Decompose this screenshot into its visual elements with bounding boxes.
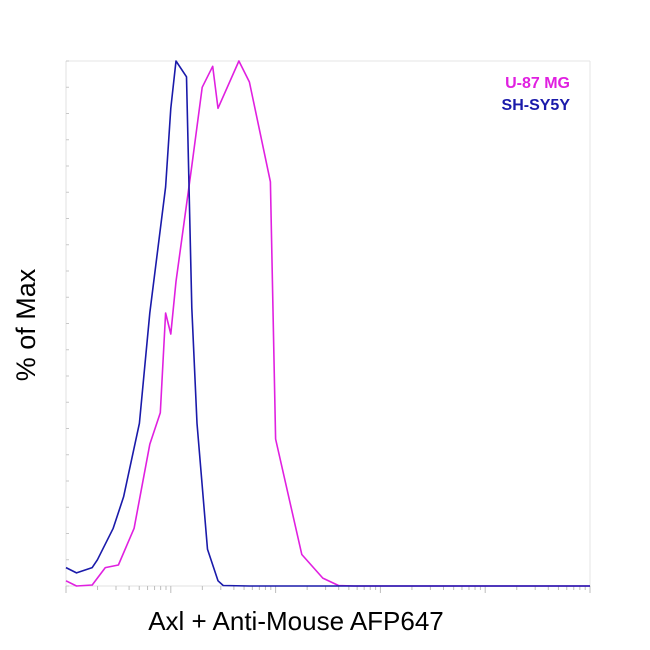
axes xyxy=(65,60,591,593)
series-line-u87mg xyxy=(65,60,590,587)
legend-item-shsy5y: SH-SY5Y xyxy=(502,97,571,114)
y-axis-label: % of Max xyxy=(11,268,41,381)
series-layer xyxy=(65,60,590,587)
legend-item-u87mg: U-87 MG xyxy=(505,75,570,92)
series-line-shsy5y xyxy=(65,60,590,587)
x-axis-label: Axl + Anti-Mouse AFP647 xyxy=(148,606,444,636)
